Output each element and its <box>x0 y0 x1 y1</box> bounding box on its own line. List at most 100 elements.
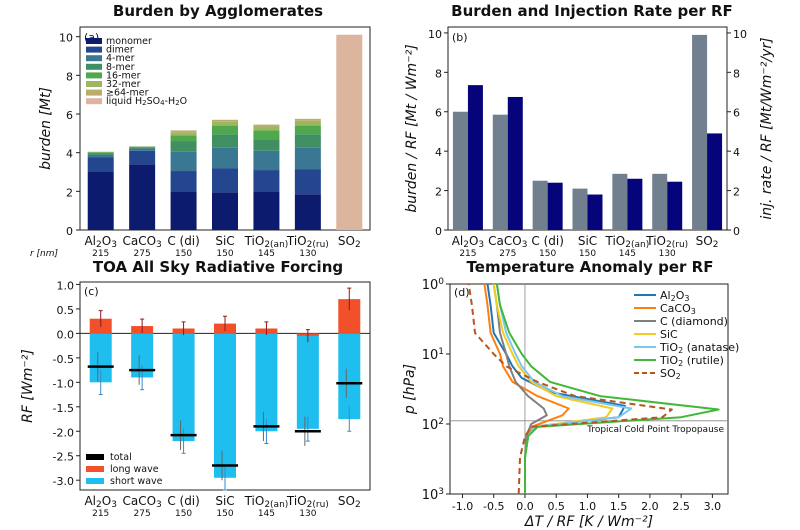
panel-a-radius-prefix: r [nm] <box>30 249 59 259</box>
panel-a-bar-4-mer <box>253 150 280 171</box>
panel-b-bar-burden <box>452 111 468 230</box>
panel-b-xtick-label: C (di) <box>531 234 564 248</box>
panel-b-bar-burden <box>572 188 588 230</box>
panel-c-xtick-label: CaCO3 <box>122 494 161 510</box>
panel-b-xtick-label: TiO2(ru) <box>645 234 688 250</box>
panel-c-ytick-label: -2.0 <box>53 426 74 439</box>
panel-d-line-so2 <box>467 283 673 495</box>
panel-a-bar-dimer <box>253 170 280 192</box>
panel-c-legend-swatch <box>86 466 104 472</box>
panel-b-bar-injection <box>547 182 563 230</box>
panel-d-xtick-label: 0.5 <box>547 500 565 513</box>
panel-a-bar-monomer <box>294 194 321 230</box>
panel-a-legend-label: 16-mer <box>106 70 141 81</box>
panel-c-xtick-label: SiC <box>215 494 234 508</box>
panel-c-xtick-label: TiO2(ru) <box>286 494 329 510</box>
panel-a-bar-8-mer <box>129 147 156 149</box>
panel-a-title: Burden by Agglomerates <box>113 2 323 20</box>
panel-a-ylabel: burden [Mt] <box>38 87 54 170</box>
panel-d-xtick-label: -0.5 <box>483 500 504 513</box>
panel-a-legend-label: monomer <box>106 36 152 47</box>
panel-a-bar-4-mer <box>87 154 114 158</box>
panel-a-ytick-label: 2 <box>66 186 73 199</box>
panel-b-bar-injection <box>667 181 683 230</box>
panel-a-bar-16-mer <box>253 130 280 140</box>
panel-d-line-tian <box>495 283 633 494</box>
panel-a-bar-dimer <box>129 150 156 165</box>
panel-a-bar-16-mer <box>87 152 114 154</box>
panel-a-bar-monomer <box>212 192 238 230</box>
panel-a-bar-32-mer <box>170 132 197 136</box>
panel-b-title: Burden and Injection Rate per RF <box>451 2 733 20</box>
panel-a-xtick-label: SO2 <box>338 234 361 250</box>
panel-c-ylabel: RF [Wm⁻²] <box>20 349 36 423</box>
panel-d-ytick-label: 101 <box>422 347 444 363</box>
panel-a-bar-32-mer <box>212 121 238 126</box>
panel-d-xtick-label: 2.0 <box>641 500 659 513</box>
panel-a-bar-liquid H2SO4-H2O <box>336 34 363 230</box>
panel-a-bar-16-mer <box>129 146 156 148</box>
panel-d-line-cdia <box>492 283 548 494</box>
panel-c-bar-shortwave <box>172 333 195 442</box>
panel-b-xtick-label: TiO2(an) <box>604 234 649 250</box>
panel-a-bar-dimer <box>212 168 238 193</box>
panel-c-ytick-label: -3.0 <box>53 475 74 488</box>
panel-d-title: Temperature Anomaly per RF <box>467 258 714 276</box>
panel-b-ytick-left-label: 2 <box>435 186 442 199</box>
panel-b-ytick-left-label: 10 <box>428 28 442 41</box>
panel-a-ytick-label: 4 <box>66 148 73 161</box>
panel-b-xtick-label: SO2 <box>696 234 719 250</box>
panel-a-bar-≥64-mer <box>294 118 321 121</box>
panel-b-ytick-right-label: 6 <box>733 107 740 120</box>
panel-a-bar-8-mer <box>294 134 321 148</box>
panel-a-bar-monomer <box>129 164 156 230</box>
panel-d-xtick-label: 3.0 <box>704 500 722 513</box>
panel-a-bar-16-mer <box>294 125 321 135</box>
panel-a-radius-label: 275 <box>134 249 151 259</box>
panel-a-bar-8-mer <box>212 134 238 148</box>
panel-b-bar-injection <box>507 96 523 230</box>
panel-b-radius-label: 130 <box>659 249 676 259</box>
panel-a-legend-swatch <box>86 81 102 87</box>
panel-d-xtick-label: 1.5 <box>610 500 628 513</box>
panel-a-legend-label: 32-mer <box>106 79 141 90</box>
panel-b-bar-burden <box>652 173 668 230</box>
panel-a-legend-label: dimer <box>106 45 134 56</box>
panel-d-ytick-label: 103 <box>422 487 444 503</box>
panel-a-bar-8-mer <box>170 141 197 152</box>
panel-a-xtick-label: CaCO3 <box>122 234 161 250</box>
panel-c-ytick-label: -1.0 <box>53 377 74 390</box>
panel-b-ytick-right-label: 8 <box>733 67 740 80</box>
panel-a-bar-≥64-mer <box>170 130 197 133</box>
panel-d-ytick-label: 100 <box>422 277 445 293</box>
panel-a-xtick-label: C (di) <box>167 234 200 248</box>
panel-d-legend-label: SO2 <box>660 367 681 381</box>
panel-a-radius-label: 130 <box>299 249 316 259</box>
panel-b-ytick-right-label: 10 <box>733 28 747 41</box>
panel-a-bar-dimer <box>294 169 321 195</box>
panel-c-bar-shortwave <box>89 333 112 383</box>
panel-c-radius-label: 275 <box>134 509 151 519</box>
panel-b-ylabel-right: inj. rate / RF [Mt/Wm⁻²/yr] <box>759 37 775 219</box>
panel-a-legend-swatch <box>86 98 102 105</box>
panel-c-radius-label: 150 <box>216 509 233 519</box>
panel-a-bar-4-mer <box>129 148 156 151</box>
panel-b-xtick-label: SiC <box>578 234 597 248</box>
panel-b-radius-label: 145 <box>619 249 636 259</box>
panel-a-legend-swatch <box>86 63 102 70</box>
panel-a-bar-32-mer <box>253 126 280 131</box>
panel-a-bar-monomer <box>87 172 114 230</box>
panel-c-ytick-label: 0.0 <box>57 328 75 341</box>
panel-c-ytick-label: 0.5 <box>57 304 75 317</box>
panel-c-xtick-label: SO2 <box>338 494 361 510</box>
panel-a-legend-label: 4-mer <box>106 53 135 64</box>
panel-d-xtick-label: 2.5 <box>672 500 690 513</box>
panel-d-legend-label: TiO2 (rutile) <box>659 354 724 368</box>
panel-a-legend-swatch <box>86 46 102 53</box>
panel-b-ytick-left-label: 0 <box>435 225 442 238</box>
panel-b-ytick-left-label: 8 <box>435 67 442 80</box>
panel-d-xtick-label: -1.0 <box>452 500 473 513</box>
panel-a-ytick-label: 8 <box>66 70 73 83</box>
panel-a-bar-4-mer <box>212 147 238 169</box>
